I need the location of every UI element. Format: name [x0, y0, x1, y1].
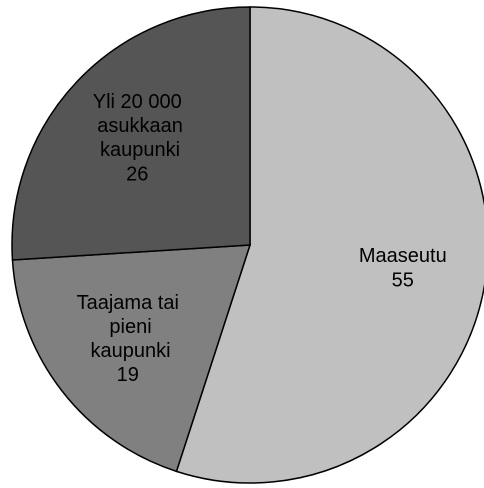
slice-label: Maaseutu [359, 245, 447, 267]
pie-slice [11, 6, 251, 261]
slice-label: Yli 20 000 asukkaan kaupunki [92, 91, 183, 161]
slice-value: 26 [126, 163, 148, 185]
slice-value: 19 [117, 364, 139, 386]
pie-slice [175, 6, 484, 484]
pie-slice [11, 244, 252, 473]
slice-value: 55 [392, 269, 414, 291]
slice-label: Taajama tai pieni kaupunki [77, 292, 179, 362]
